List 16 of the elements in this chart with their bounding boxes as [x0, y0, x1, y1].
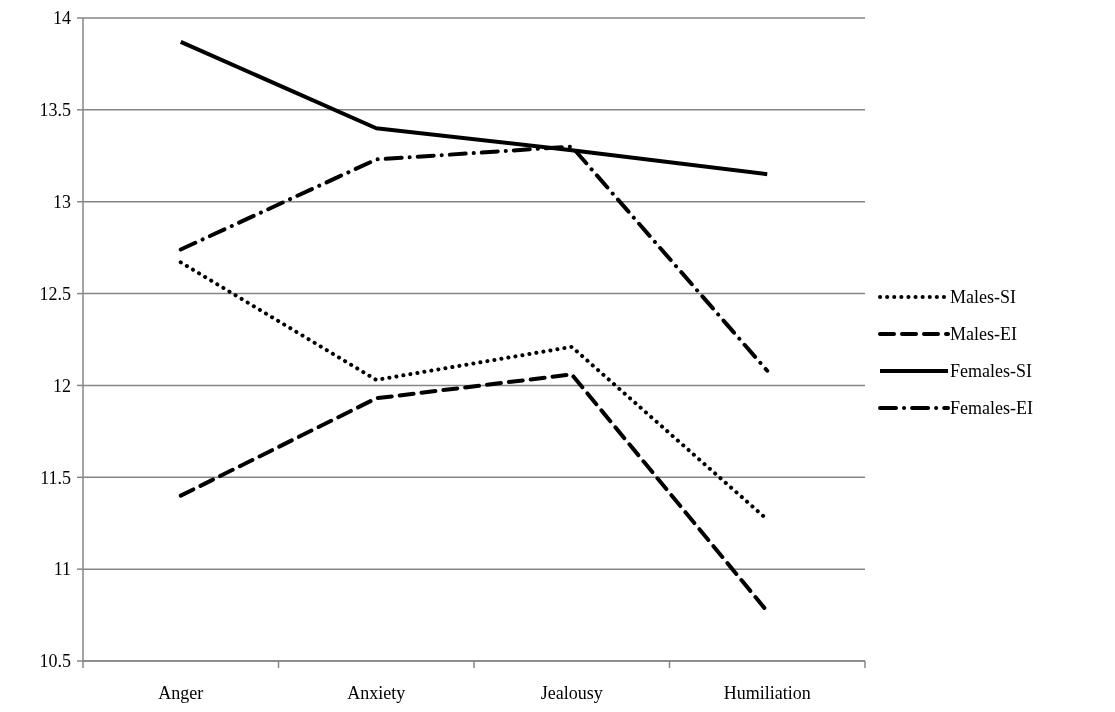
- legend-label: Males-SI: [950, 287, 1016, 308]
- x-tick-label: Humiliation: [723, 683, 811, 703]
- y-tick-label: 10.5: [39, 651, 71, 672]
- y-tick-label: 11.5: [40, 467, 71, 488]
- legend-label: Females-EI: [950, 398, 1033, 419]
- legend-label: Males-EI: [950, 324, 1017, 345]
- y-tick-label: 12.5: [39, 283, 71, 304]
- y-tick-label: 13: [53, 192, 71, 213]
- x-tick-label: Anxiety: [347, 683, 406, 703]
- legend-label: Females-SI: [950, 361, 1032, 382]
- y-tick-label: 13.5: [39, 100, 71, 121]
- y-tick-label: 14: [53, 8, 71, 29]
- x-tick-label: Jealousy: [540, 683, 603, 703]
- x-tick-label: Anger: [158, 683, 204, 703]
- y-tick-label: 12: [53, 375, 71, 396]
- y-tick-label: 11: [53, 559, 71, 580]
